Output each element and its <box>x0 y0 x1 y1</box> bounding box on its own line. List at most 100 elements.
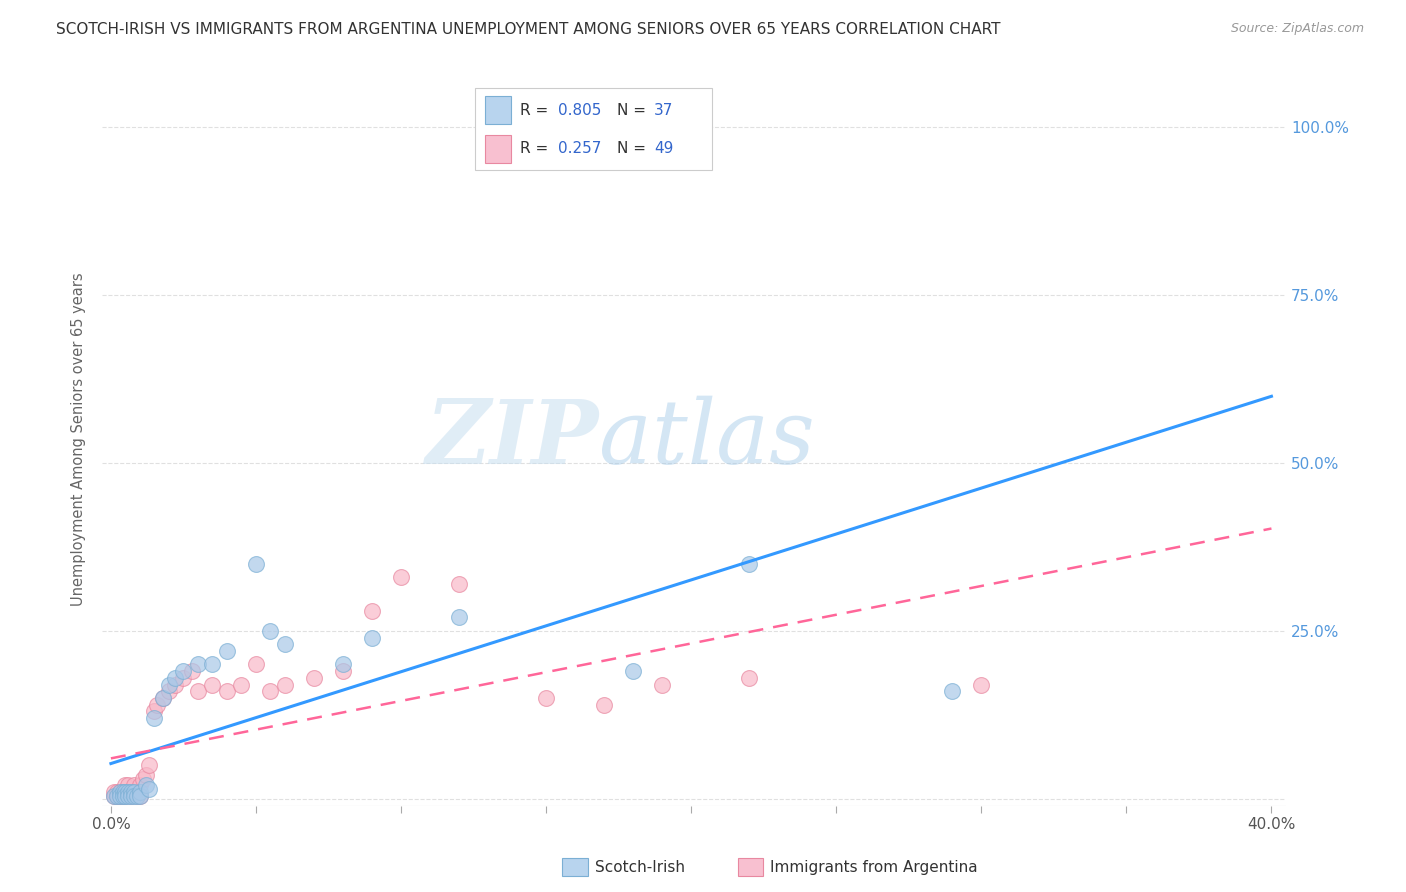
Point <box>120 785 142 799</box>
Point <box>449 576 471 591</box>
Point <box>259 624 281 638</box>
Point <box>135 768 157 782</box>
Point <box>122 785 145 799</box>
Point <box>181 664 204 678</box>
Point <box>111 785 134 799</box>
Point <box>152 691 174 706</box>
Text: ZIP: ZIP <box>426 396 599 483</box>
Point <box>111 789 134 803</box>
Point <box>941 684 963 698</box>
Text: N =: N = <box>617 103 651 118</box>
Point <box>108 785 131 799</box>
Point <box>143 705 166 719</box>
Bar <box>485 96 510 124</box>
Point <box>143 711 166 725</box>
Point <box>245 657 267 672</box>
Point <box>129 779 152 793</box>
Text: atlas: atlas <box>599 396 815 483</box>
Point <box>122 789 145 803</box>
Point <box>120 785 142 799</box>
Point <box>111 789 134 803</box>
Point <box>332 657 354 672</box>
Point <box>738 671 761 685</box>
Bar <box>475 87 711 169</box>
Point <box>970 678 993 692</box>
Point <box>132 772 155 786</box>
Point <box>125 789 148 803</box>
Point <box>245 557 267 571</box>
Point <box>114 789 136 803</box>
Point <box>163 678 186 692</box>
Point <box>651 678 673 692</box>
Point <box>129 785 152 799</box>
Point <box>259 684 281 698</box>
Point <box>122 779 145 793</box>
Point <box>152 691 174 706</box>
Point <box>114 779 136 793</box>
Point <box>108 789 131 803</box>
Point <box>103 789 125 803</box>
Point <box>534 691 557 706</box>
Text: 0.805: 0.805 <box>558 103 602 118</box>
Point <box>117 789 139 803</box>
Point <box>172 664 194 678</box>
Point <box>187 657 209 672</box>
Point <box>389 570 412 584</box>
Point <box>138 758 160 772</box>
Point <box>114 785 136 799</box>
Point <box>125 785 148 799</box>
Text: Scotch-Irish: Scotch-Irish <box>595 860 685 874</box>
Point <box>120 789 142 803</box>
Point <box>593 698 616 712</box>
Point <box>138 781 160 796</box>
Point <box>215 644 238 658</box>
Point <box>135 779 157 793</box>
Point <box>231 678 253 692</box>
Text: 37: 37 <box>654 103 673 118</box>
Point <box>129 789 152 803</box>
Point <box>215 684 238 698</box>
Point <box>621 664 644 678</box>
Point <box>361 604 384 618</box>
Point <box>201 678 224 692</box>
Text: R =: R = <box>520 141 553 156</box>
Point <box>103 789 125 803</box>
Text: 0.257: 0.257 <box>558 141 602 156</box>
Point <box>274 637 297 651</box>
Point <box>108 789 131 803</box>
Text: R =: R = <box>520 103 553 118</box>
Bar <box>485 135 510 162</box>
Point <box>122 785 145 799</box>
Point <box>274 678 297 692</box>
Point <box>117 785 139 799</box>
Point <box>129 789 152 803</box>
Point <box>157 684 180 698</box>
Point <box>163 671 186 685</box>
Point <box>361 631 384 645</box>
Point <box>302 671 325 685</box>
Point <box>103 785 125 799</box>
Point <box>105 789 128 803</box>
Point <box>120 789 142 803</box>
Text: Source: ZipAtlas.com: Source: ZipAtlas.com <box>1230 22 1364 36</box>
Point <box>114 789 136 803</box>
Text: N =: N = <box>617 141 651 156</box>
Text: SCOTCH-IRISH VS IMMIGRANTS FROM ARGENTINA UNEMPLOYMENT AMONG SENIORS OVER 65 YEA: SCOTCH-IRISH VS IMMIGRANTS FROM ARGENTIN… <box>56 22 1001 37</box>
Point <box>157 678 180 692</box>
Point <box>105 789 128 803</box>
Point <box>146 698 169 712</box>
Point <box>172 671 194 685</box>
Text: Immigrants from Argentina: Immigrants from Argentina <box>770 860 979 874</box>
Point <box>105 785 128 799</box>
Y-axis label: Unemployment Among Seniors over 65 years: Unemployment Among Seniors over 65 years <box>72 272 86 606</box>
Point <box>117 785 139 799</box>
Point <box>108 785 131 799</box>
Point <box>738 557 761 571</box>
Point <box>332 664 354 678</box>
Point <box>187 684 209 698</box>
Point <box>111 785 134 799</box>
Text: 49: 49 <box>654 141 673 156</box>
Point <box>117 779 139 793</box>
Point <box>108 789 131 803</box>
Point <box>125 789 148 803</box>
